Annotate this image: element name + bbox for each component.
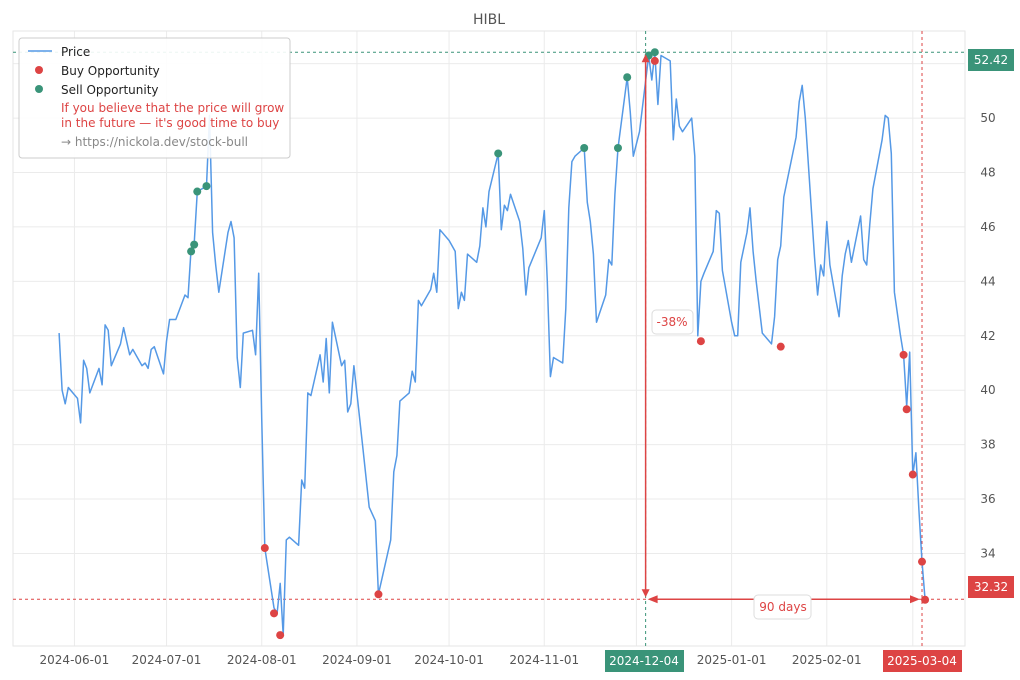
badges: 52.42 32.32 2024-12-04 2025-03-04 <box>605 49 1014 672</box>
legend-note-line2: in the future — it's good time to buy <box>61 116 279 130</box>
legend-price-label: Price <box>61 45 90 59</box>
sell-marker <box>580 144 589 153</box>
y-tick-label: 50 <box>980 111 995 125</box>
change-callout-label: -38% <box>656 315 687 329</box>
sell-marker <box>650 48 659 57</box>
x-tick-label: 2024-10-01 <box>414 653 484 667</box>
high-date-label: 2024-12-04 <box>609 654 679 668</box>
sell-marker <box>187 247 196 256</box>
low-date-label: 2025-03-04 <box>887 654 957 668</box>
y-tick-label: 46 <box>980 220 995 234</box>
low-date-badge <box>883 650 962 672</box>
buy-marker <box>276 631 285 640</box>
sell-marker <box>613 144 622 153</box>
grid <box>13 31 965 646</box>
x-tick-label: 2025-02-01 <box>792 653 862 667</box>
sell-marker <box>193 187 202 196</box>
callouts: -38% 90 days <box>651 309 812 620</box>
markers <box>187 48 930 640</box>
y-tick-label: 44 <box>980 274 995 288</box>
buy-marker <box>260 544 269 553</box>
sell-marker <box>202 182 211 191</box>
y-tick-label: 42 <box>980 329 995 343</box>
y-tick-label: 38 <box>980 438 995 452</box>
legend-box <box>18 37 291 159</box>
drop-arrow-head-bottom <box>641 589 650 598</box>
low-value-label: 32.32 <box>974 580 1008 594</box>
change-callout-box <box>651 309 694 335</box>
high-value-label: 52.42 <box>974 53 1008 67</box>
y-tick-label: 34 <box>980 546 995 560</box>
y-tick-label: 36 <box>980 492 995 506</box>
legend-note-line1: If you believe that the price will grow <box>61 101 284 115</box>
high-value-badge <box>968 49 1014 71</box>
ticks: 2024-06-01 2024-07-01 2024-08-01 2024-09-01… <box>40 111 996 667</box>
y-tick-label: 40 <box>980 383 995 397</box>
buy-marker <box>921 595 930 604</box>
drop-arrow-head-top <box>641 54 650 63</box>
duration-arrow-head-right <box>910 595 921 604</box>
legend-buy-label: Buy Opportunity <box>61 64 160 78</box>
y-tick-label: 48 <box>980 166 995 180</box>
sell-marker <box>494 149 503 158</box>
duration-callout-label: 90 days <box>759 600 806 614</box>
x-tick-label: 2025-01-01 <box>697 653 767 667</box>
plot-frame <box>12 30 966 647</box>
low-value-badge <box>968 576 1014 598</box>
buy-marker <box>908 470 917 479</box>
buy-marker <box>374 590 383 599</box>
legend-sell-label: Sell Opportunity <box>61 83 159 97</box>
chart-title: HIBL <box>473 12 505 28</box>
x-tick-label: 2024-07-01 <box>132 653 202 667</box>
buy-marker <box>899 350 908 359</box>
buy-marker <box>270 609 279 618</box>
buy-marker <box>650 56 659 65</box>
legend-sell-swatch <box>35 85 43 93</box>
buy-marker <box>696 337 705 346</box>
buy-marker <box>776 342 785 351</box>
x-tick-label: 2024-11-01 <box>509 653 579 667</box>
duration-callout-box <box>753 594 812 620</box>
legend-link[interactable]: → https://nickola.dev/stock-bull <box>61 135 248 149</box>
x-tick-label: 2024-08-01 <box>227 653 297 667</box>
buy-marker <box>902 405 911 414</box>
duration-arrow-head-left <box>647 595 658 604</box>
x-tick-label: 2024-09-01 <box>322 653 392 667</box>
legend-buy-swatch <box>35 66 43 74</box>
sell-marker <box>623 73 632 82</box>
buy-marker <box>918 557 927 566</box>
high-date-badge <box>605 650 684 672</box>
legend: Price Buy Opportunity Sell Opportunity I… <box>18 37 291 159</box>
sell-marker <box>190 240 199 249</box>
x-tick-label: 2024-06-01 <box>40 653 110 667</box>
